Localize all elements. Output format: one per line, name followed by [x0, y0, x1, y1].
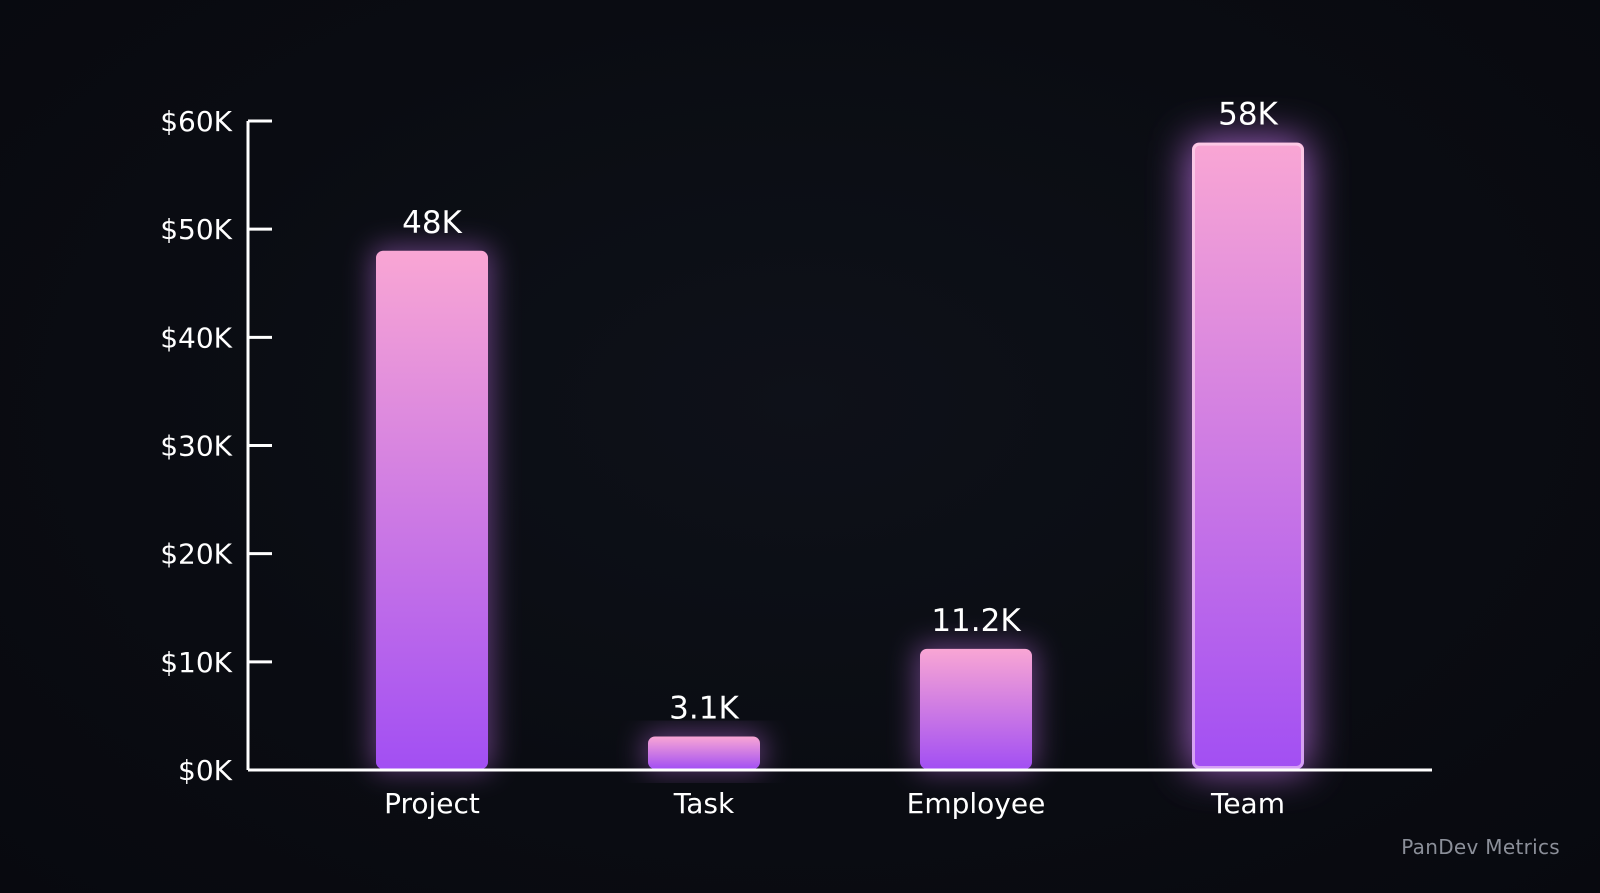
bars [376, 142, 1304, 770]
y-tick-label: $50K [160, 213, 232, 246]
bar-team[interactable] [1192, 142, 1304, 770]
value-label-task: 3.1K [669, 690, 739, 726]
value-label-team: 58K [1218, 97, 1278, 133]
y-tick-label: $10K [160, 646, 232, 679]
watermark: PanDev Metrics [1401, 835, 1560, 859]
axes [246, 119, 1432, 772]
value-label-project: 48K [402, 205, 462, 241]
labels: $0K $10K $20K $30K $40K $50K $60K 48K Project 3.1… [160, 97, 1285, 820]
bar-task[interactable] [648, 736, 760, 769]
bar-project[interactable] [376, 250, 488, 770]
bar-employee[interactable] [920, 648, 1032, 769]
y-tick-label: $40K [160, 321, 232, 354]
y-tick-label: $20K [160, 538, 232, 571]
value-label-employee: 11.2K [931, 603, 1021, 639]
bar-glows [372, 138, 1308, 772]
y-tick-label: $0K [178, 754, 233, 787]
x-tick-label-team: Team [1210, 787, 1285, 820]
x-tick-label-employee: Employee [907, 787, 1046, 820]
bar-highlight-border [1192, 142, 1304, 769]
x-tick-label-project: Project [384, 787, 480, 820]
x-tick-label-task: Task [673, 787, 735, 820]
y-tick-label: $60K [160, 105, 232, 138]
y-tick-label: $30K [160, 430, 232, 463]
